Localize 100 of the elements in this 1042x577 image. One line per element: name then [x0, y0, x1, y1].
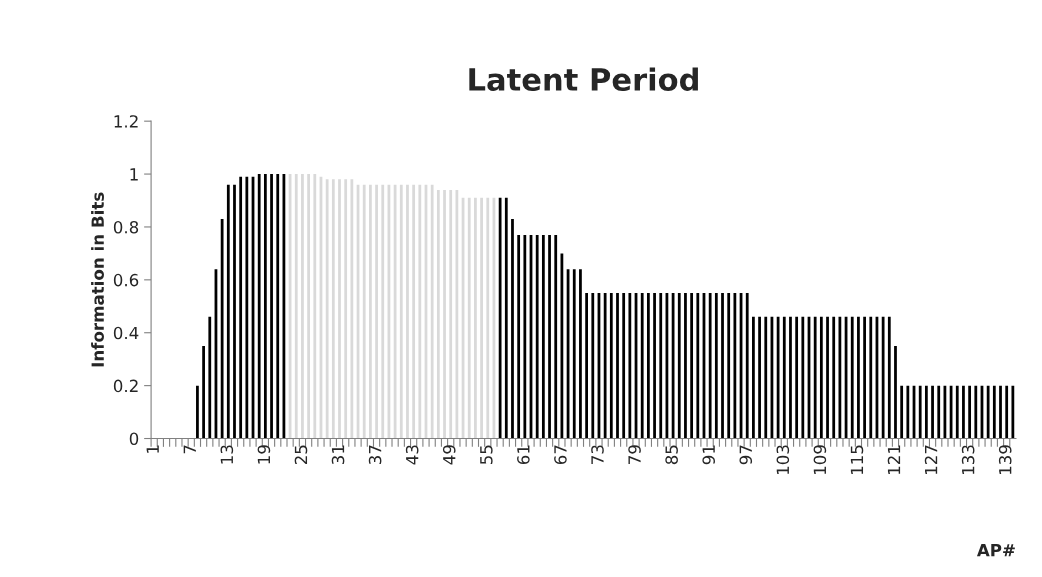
bar: [708, 293, 712, 439]
y-tick-label: 0.6: [113, 273, 139, 287]
bar: [325, 179, 329, 439]
bar: [653, 293, 656, 439]
bar: [331, 179, 335, 439]
bar: [745, 293, 749, 439]
x-tick-label: 37: [368, 445, 382, 465]
x-tick-label: 31: [331, 445, 345, 465]
bar: [992, 385, 996, 439]
y-tick-label: 1: [130, 168, 138, 181]
bar: [504, 197, 508, 439]
bar: [233, 184, 236, 439]
bar: [857, 316, 860, 439]
bar: [918, 385, 922, 439]
bar: [850, 316, 854, 439]
bar: [467, 197, 471, 439]
bar: [313, 174, 317, 439]
x-tick-label: 73: [591, 445, 604, 464]
x-tick-label: 115: [850, 445, 864, 475]
x-tick-label: 91: [702, 445, 715, 465]
bar: [399, 184, 403, 439]
y-tick-label: 0.4: [113, 326, 139, 340]
bar: [294, 174, 298, 439]
bar: [640, 293, 644, 439]
bar: [968, 385, 972, 439]
x-tick-label: 121: [887, 445, 901, 475]
bar: [838, 316, 842, 439]
x-axis-title: AP#: [976, 544, 1015, 557]
chart-title: Latent Period: [469, 67, 698, 92]
bar: [418, 184, 422, 439]
bar: [208, 316, 212, 439]
bar: [962, 385, 965, 439]
y-axis-title: Information in Bits: [91, 192, 104, 367]
bar: [486, 197, 490, 439]
bar: [270, 174, 273, 439]
bar: [924, 385, 928, 439]
x-tick-label: 61: [517, 445, 530, 465]
bar: [622, 293, 626, 439]
bar: [350, 179, 354, 439]
y-tick-label: 0: [129, 432, 139, 446]
bar: [894, 345, 897, 439]
x-tick-label: 97: [739, 445, 753, 465]
bar: [480, 197, 483, 439]
bar: [455, 189, 459, 439]
bar: [727, 293, 731, 439]
y-tick-label: 0.2: [113, 379, 138, 393]
x-tick-label: 103: [776, 445, 790, 475]
bar: [887, 316, 891, 439]
bar: [900, 385, 904, 439]
x-tick-label: 67: [554, 445, 567, 465]
bar: [813, 316, 817, 439]
y-tick-label: 0.8: [113, 220, 139, 234]
bar: [362, 184, 366, 439]
bar: [381, 184, 385, 439]
x-tick-label: 49: [442, 445, 456, 465]
bar: [1005, 385, 1009, 439]
bar: [585, 293, 588, 439]
y-tick-label: 1.2: [114, 115, 138, 128]
bar: [443, 189, 446, 439]
bar: [764, 316, 768, 439]
bar: [801, 316, 805, 439]
x-tick-label: 43: [405, 445, 419, 465]
bar: [628, 293, 632, 439]
bar: [758, 316, 761, 439]
bar: [603, 293, 607, 439]
bar: [436, 189, 440, 439]
x-tick-label: 19: [257, 445, 271, 464]
bar: [344, 179, 348, 439]
bar: [517, 234, 521, 439]
bar: [535, 234, 539, 439]
bar: [616, 293, 619, 439]
bar: [986, 385, 990, 439]
bar: [789, 316, 792, 439]
bar: [752, 316, 755, 439]
bar: [690, 293, 694, 439]
bar: [474, 197, 477, 439]
bar: [795, 316, 799, 439]
bar: [974, 385, 978, 439]
x-tick-label: 139: [998, 445, 1012, 475]
bar: [511, 219, 514, 439]
bar: [733, 293, 737, 439]
bar: [226, 184, 230, 439]
bar: [554, 234, 558, 439]
bar: [369, 184, 372, 439]
bar: [579, 269, 582, 439]
bar: [881, 316, 885, 439]
x-tick-label: 13: [220, 445, 234, 464]
bar: [220, 219, 224, 439]
bar: [375, 184, 378, 439]
x-tick-label: 79: [628, 445, 641, 464]
bar: [684, 293, 687, 439]
bar: [819, 316, 823, 439]
bar: [714, 293, 718, 439]
bar: [430, 184, 434, 439]
x-tick-label: 133: [961, 445, 975, 475]
bar: [591, 293, 595, 439]
bar: [721, 293, 724, 439]
bar: [863, 316, 866, 439]
bar: [523, 234, 527, 439]
bar: [999, 385, 1002, 439]
